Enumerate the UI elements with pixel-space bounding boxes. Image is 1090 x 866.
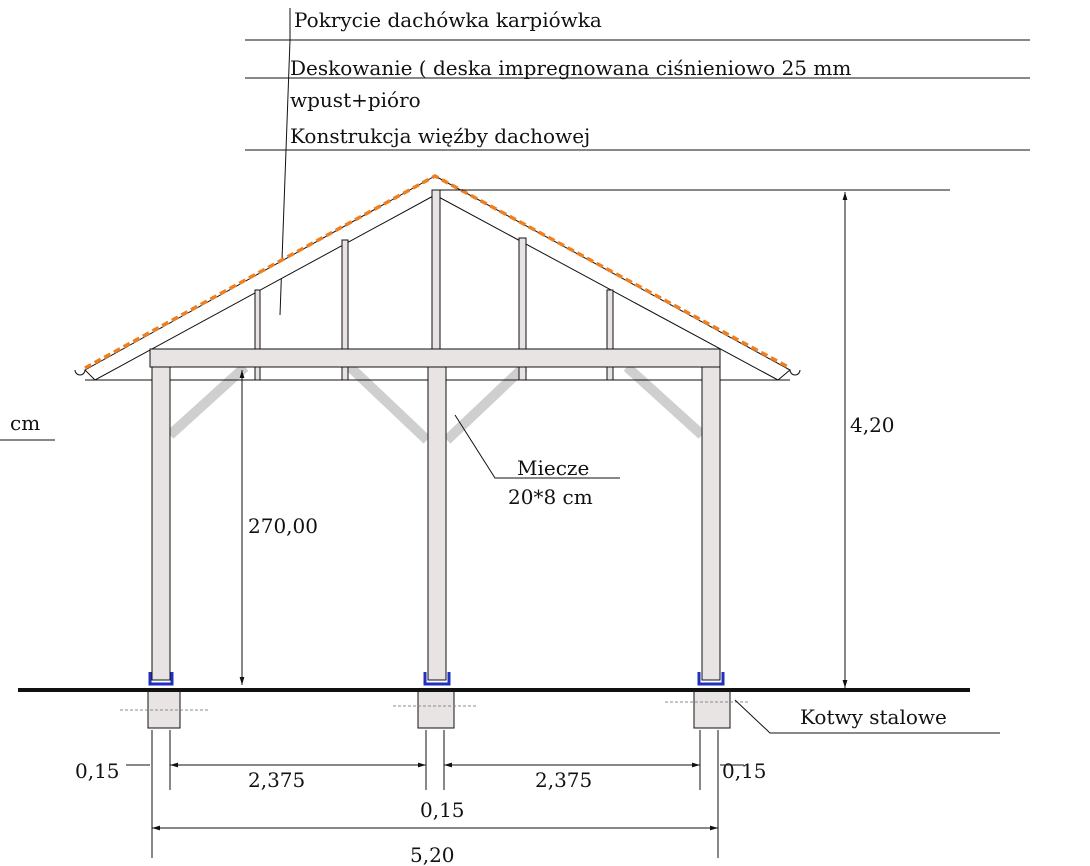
dim-label: 4,20 [850, 413, 895, 437]
drawing-rect [341, 239, 349, 381]
unit-label: cm [10, 411, 40, 435]
drawing-polyline [734, 699, 1000, 734]
dim-label: 270,00 [248, 514, 318, 538]
layer-label: Deskowanie ( deska impregnowana ciśnieni… [290, 56, 851, 80]
drawing-polyline [279, 8, 291, 316]
dim-label: 0,15 [420, 798, 465, 822]
dim-label: 2,375 [248, 768, 305, 792]
drawing-polyline [84, 174, 791, 370]
drawing-g [151, 730, 719, 858]
roof [74, 174, 801, 381]
braces-size: 20*8 cm [508, 485, 593, 509]
dim-label: 5,20 [410, 843, 455, 866]
drawing-line [346, 363, 431, 444]
layer-label: wpust+pióro [290, 88, 421, 112]
layer-label: Konstrukcja więźby dachowej [290, 124, 590, 148]
drawing-rect [606, 289, 614, 381]
dim-label: 0,15 [722, 759, 767, 783]
drawing-rect [701, 366, 721, 681]
anchors-label: Kotwy stalowe [800, 705, 947, 729]
drawing-path [74, 369, 801, 376]
dimensions: 270,00 4,20 0,15 2,375 0,15 2,375 0,15 5… [75, 189, 950, 866]
drawing-rect [693, 689, 731, 729]
drawing-rect [147, 689, 181, 729]
drawing-rect [149, 348, 721, 368]
posts [148, 366, 725, 686]
drawing-path [148, 672, 725, 686]
drawing-rect [417, 689, 455, 729]
dim-label: 2,375 [535, 768, 592, 792]
annotations: Miecze 20*8 cm Kotwy stalowe cm [0, 411, 1000, 734]
braces [166, 363, 706, 444]
drawing-rect [518, 237, 527, 381]
drawing-g [120, 701, 750, 711]
ground-footings [18, 688, 970, 729]
drawing-rect [427, 366, 447, 681]
braces-label: Miecze [517, 456, 589, 480]
drawing-line [166, 363, 249, 439]
drawing-rect [151, 366, 171, 681]
drawing-polyline [454, 414, 620, 479]
drawing-line [623, 363, 706, 439]
drawing-rect [254, 289, 261, 381]
layer-label: Pokrycie dachówka karpiówka [294, 8, 602, 32]
drawing-line [443, 363, 528, 444]
dim-label: 0,15 [75, 759, 120, 783]
layer-callouts: Pokrycie dachówka karpiówka Deskowanie (… [245, 8, 1030, 316]
